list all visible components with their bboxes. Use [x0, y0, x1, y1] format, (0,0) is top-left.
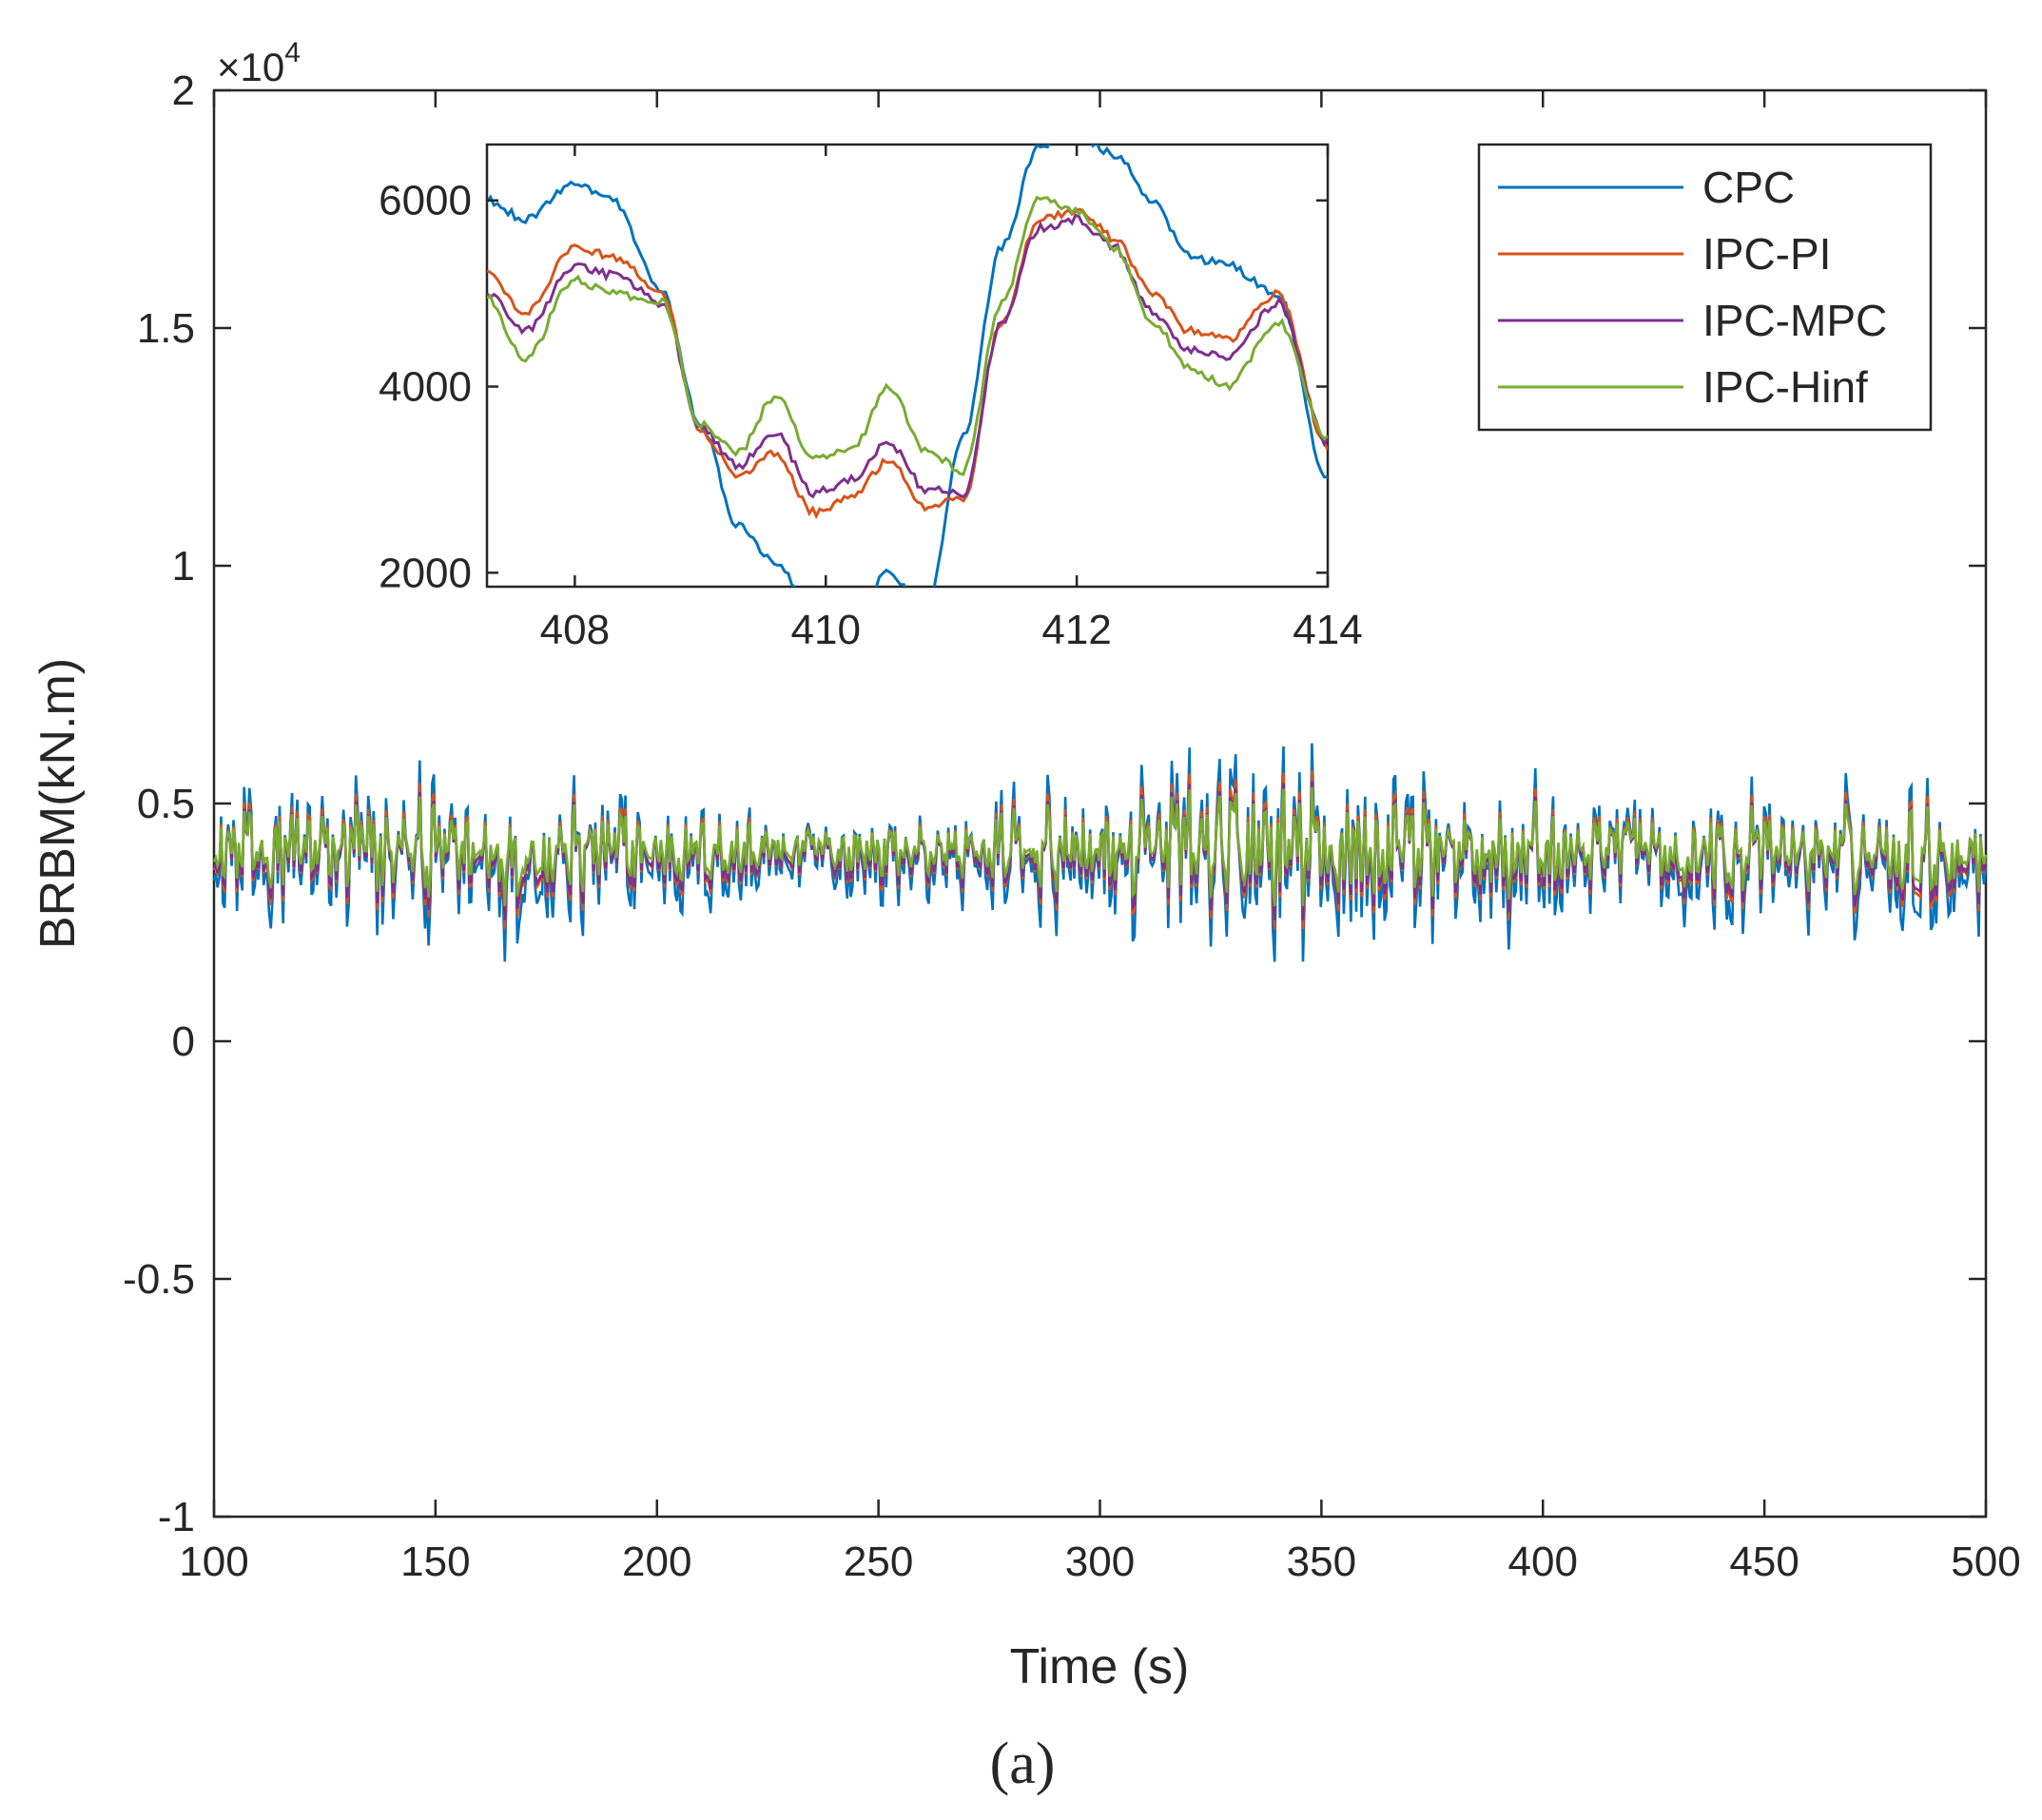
x-tick-label: 300 [1065, 1539, 1135, 1585]
inset-series-layer [487, 145, 1328, 587]
legend-label-ipc-mpc: IPC-MPC [1702, 296, 1887, 345]
inset-x-tick-label: 410 [791, 607, 861, 653]
x-tick-label: 450 [1729, 1539, 1799, 1585]
y-tick-label: 0 [172, 1018, 195, 1065]
figure-caption: (a) [990, 1732, 1056, 1796]
y-exponent-prefix: ×10 [217, 45, 284, 89]
y-tick-label: 1.5 [137, 305, 195, 352]
x-axis-label: Time (s) [1010, 1639, 1190, 1694]
y-exponent-power: 4 [284, 37, 301, 68]
inset-y-tick-label: 6000 [379, 178, 472, 224]
main-series-layer [212, 743, 1988, 962]
y-tick-label: 2 [172, 68, 195, 114]
y-tick-label: -0.5 [123, 1256, 195, 1303]
legend-label-cpc: CPC [1702, 163, 1795, 212]
legend: CPC IPC-PI IPC-MPC IPC-Hinf [1477, 143, 1933, 432]
inset-series-line-ipc-hinf [487, 195, 1328, 476]
main-series-line-ipc-hinf [212, 786, 1988, 907]
main-ticks-layer: 100 150 200 250 300 350 400 450 500 -1 -0.5 0 0.5 1 1.… [123, 68, 2021, 1585]
x-tick-label: 200 [622, 1539, 691, 1585]
inset-ticks-layer: 408 410 412 414 2000 4000 6000 [379, 145, 1363, 653]
inset-y-tick-label: 4000 [379, 364, 472, 411]
legend-label-ipc-pi: IPC-PI [1702, 229, 1831, 279]
inset-y-tick-label: 2000 [379, 550, 472, 596]
x-tick-label: 250 [844, 1539, 913, 1585]
inset-plot-area [485, 143, 1330, 589]
inset-x-tick-label: 414 [1293, 607, 1362, 653]
y-tick-label: -1 [158, 1494, 195, 1540]
x-tick-label: 100 [179, 1539, 248, 1585]
y-axis-label: BRBM(kN.m) [30, 658, 86, 949]
legend-box [1477, 143, 1933, 432]
x-tick-label: 500 [1951, 1539, 2020, 1585]
y-tick-label: 1 [172, 543, 195, 590]
legend-label-ipc-hinf: IPC-Hinf [1702, 362, 1868, 412]
inset-x-tick-label: 412 [1041, 607, 1111, 653]
x-tick-label: 150 [400, 1539, 470, 1585]
inset-series-line-cpc [487, 145, 1328, 587]
inset-x-tick-label: 408 [540, 607, 610, 653]
x-tick-label: 400 [1508, 1539, 1578, 1585]
y-exponent-label: ×104 [217, 37, 301, 89]
y-tick-label: 0.5 [137, 781, 195, 827]
inset-series-line-ipc-pi [487, 207, 1328, 520]
x-tick-label: 350 [1287, 1539, 1356, 1585]
inset-series-line-ipc-mpc [487, 213, 1328, 499]
